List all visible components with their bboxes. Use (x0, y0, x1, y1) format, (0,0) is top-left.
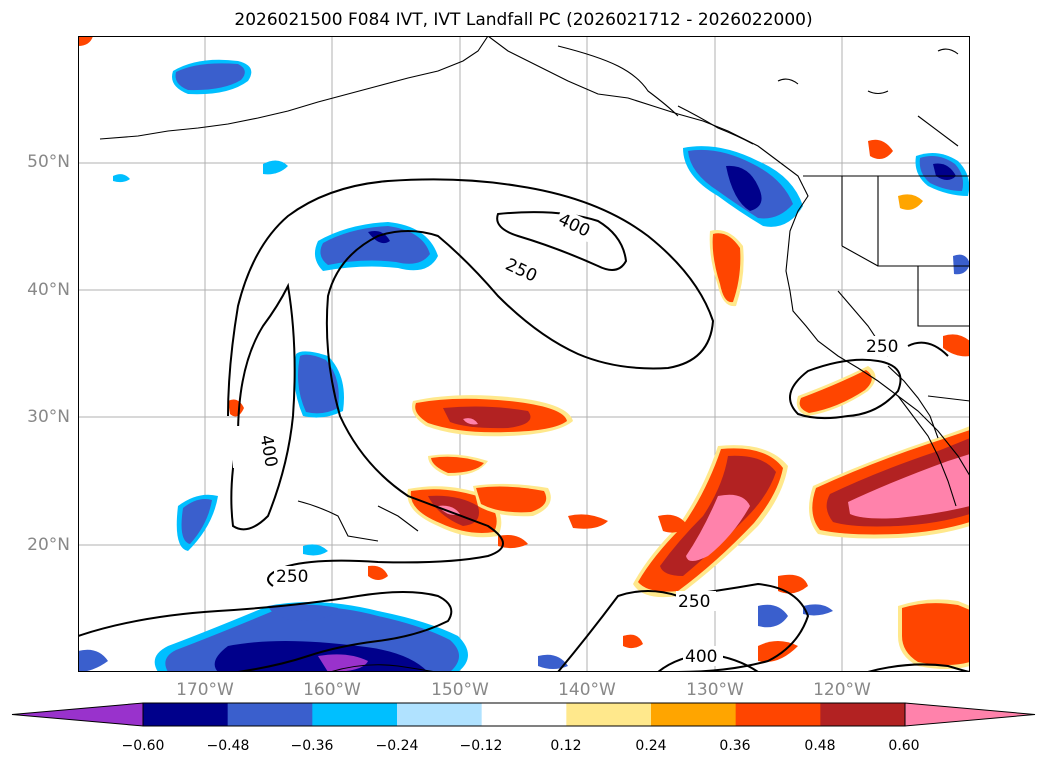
colorbar-segment (227, 703, 313, 726)
lon-label-160w: 160°W (303, 680, 361, 700)
lon-label-120w: 120°W (813, 680, 871, 700)
lon-label-140w: 140°W (558, 680, 616, 700)
colorbar-segment (312, 703, 398, 726)
colorbar-tick-label: 0.12 (550, 738, 582, 754)
negative-anomaly-shading (78, 59, 970, 672)
colorbar-segment (143, 703, 229, 726)
lon-label-130w: 130°W (686, 680, 744, 700)
contour-label: 400 (685, 647, 717, 667)
map-title: 2026021500 F084 IVT, IVT Landfall PC (20… (234, 10, 813, 30)
colorbar-tick-label: 0.48 (804, 738, 836, 754)
colorbar-tick-label: −0.48 (206, 738, 250, 754)
colorbar-segments (11, 702, 1036, 727)
contour-label: 250 (678, 592, 710, 612)
colorbar-tick-label: 0.60 (888, 738, 920, 754)
colorbar-extend-min (11, 702, 144, 727)
colorbar-segment (651, 703, 737, 726)
colorbar-extend-max (904, 702, 1036, 727)
ivt-contours (78, 178, 970, 672)
coastlines (99, 36, 970, 672)
map-panel: 400 250 250 400 250 250 400 (78, 36, 970, 672)
lat-label-50n: 50°N (27, 152, 70, 172)
colorbar-segment (481, 703, 567, 726)
lat-label-30n: 30°N (27, 407, 70, 427)
lat-label-20n: 20°N (27, 535, 70, 555)
colorbar-segment (735, 703, 821, 726)
colorbar-segment (566, 703, 652, 726)
lon-label-170w: 170°W (176, 680, 234, 700)
map-background (78, 36, 970, 672)
contour-label: 250 (866, 337, 898, 357)
colorbar-tick-label: 0.24 (635, 738, 667, 754)
colorbar (11, 702, 1036, 727)
colorbar-segment (397, 703, 483, 726)
colorbar-segment (820, 703, 906, 726)
map-frame (78, 36, 970, 672)
colorbar-tick-label: −0.24 (375, 738, 419, 754)
lat-label-40n: 40°N (27, 280, 70, 300)
contour-label-group: 400 250 250 400 250 250 400 (233, 208, 906, 667)
contour-label: 250 (276, 567, 308, 587)
colorbar-tick-label: −0.36 (290, 738, 334, 754)
colorbar-frame (142, 702, 906, 727)
lon-label-150w: 150°W (431, 680, 489, 700)
colorbar-tick-label: −0.60 (121, 738, 165, 754)
colorbar-tick-label: −0.12 (459, 738, 503, 754)
positive-anomaly-shading (78, 36, 970, 669)
colorbar-tick-label: 0.36 (719, 738, 751, 754)
